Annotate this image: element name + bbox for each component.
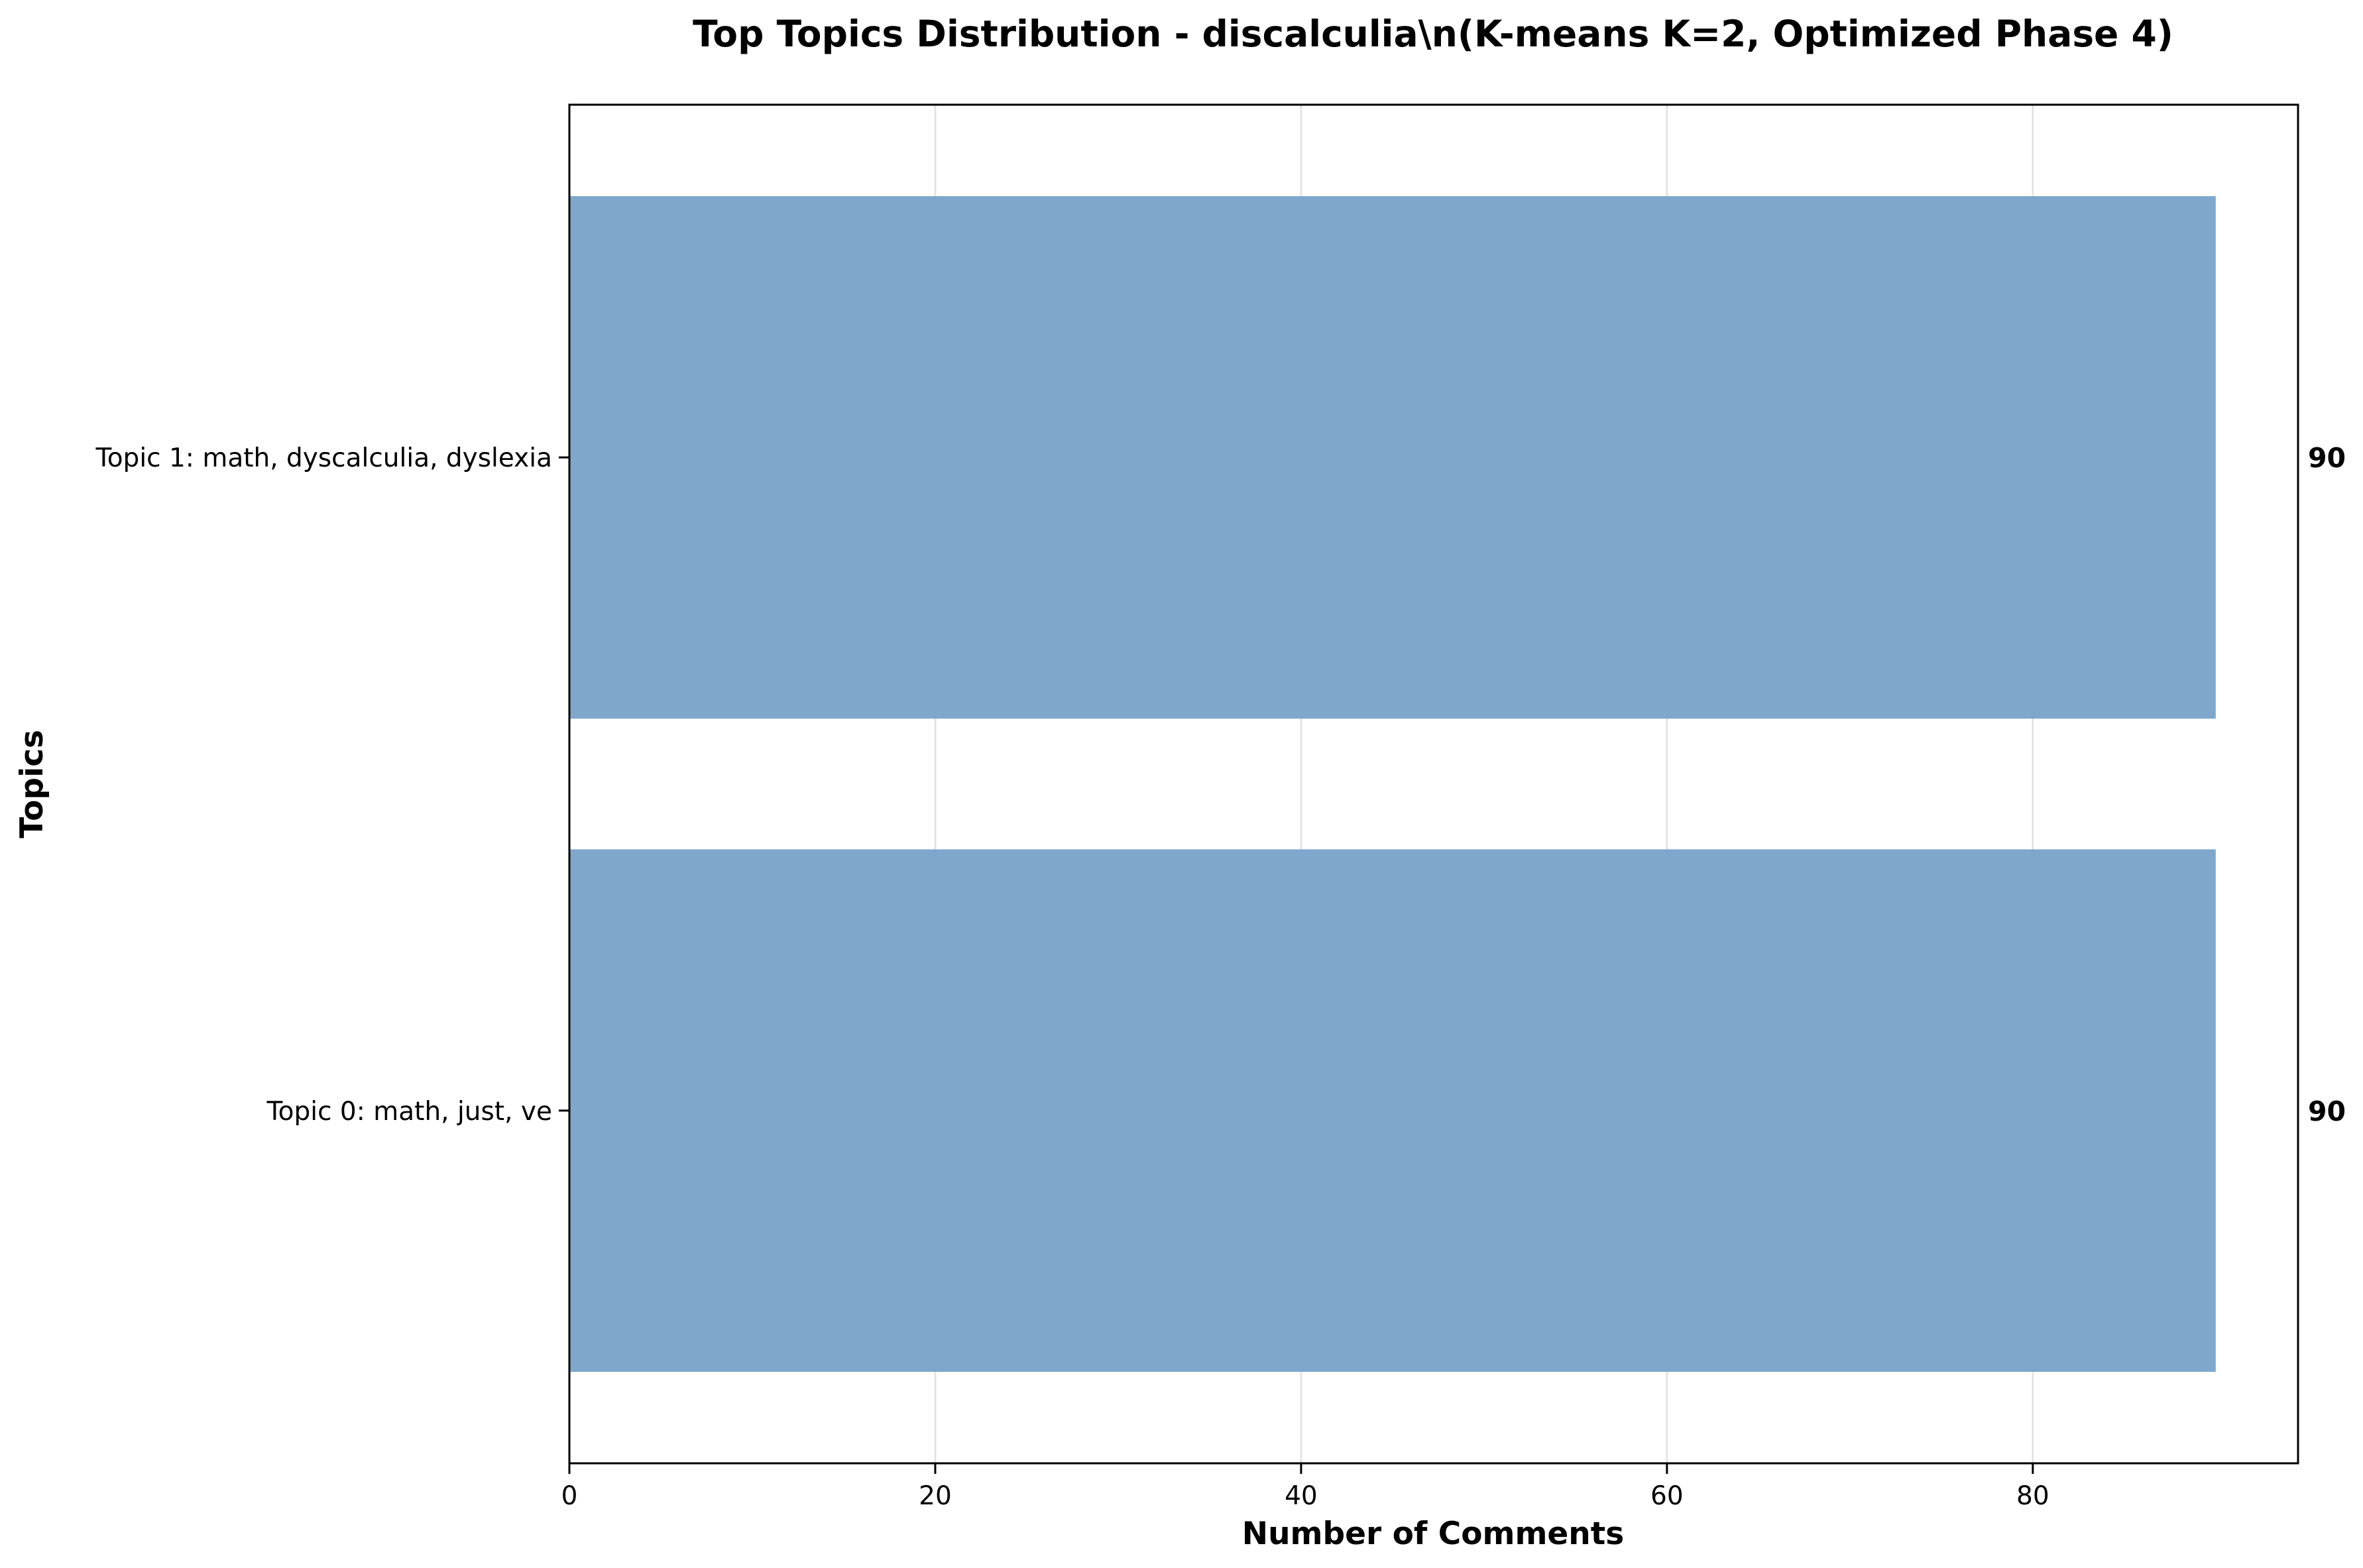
x-tick-label: 0 <box>561 1481 578 1511</box>
bar <box>569 849 2216 1372</box>
x-axis: 0 20 40 60 80 <box>561 1463 2049 1511</box>
plot-frame <box>568 103 2299 1465</box>
bar <box>569 196 2216 719</box>
x-tick-label: 60 <box>1650 1481 1684 1511</box>
x-tick-label: 80 <box>2016 1481 2049 1511</box>
x-tick-label: 20 <box>919 1481 952 1511</box>
x-axis-label: Number of Comments <box>1242 1516 1624 1552</box>
y-tick-label: Topic 1: math, dyscalculia, dyslexia <box>95 443 553 473</box>
chart-title: Top Topics Distribution - discalculia\n(… <box>693 13 2173 55</box>
data-labels: 90 90 <box>2308 442 2346 1127</box>
data-label: 90 <box>2308 1095 2346 1127</box>
x-tick-label: 40 <box>1285 1481 1318 1511</box>
y-tick-label: Topic 0: math, just, ve <box>266 1097 552 1127</box>
y-axis-label: Topics <box>14 730 50 838</box>
y-axis: Topic 0: math, just, ve Topic 1: math, dy… <box>95 443 569 1127</box>
data-label: 90 <box>2308 442 2346 474</box>
bars <box>569 196 2216 1372</box>
